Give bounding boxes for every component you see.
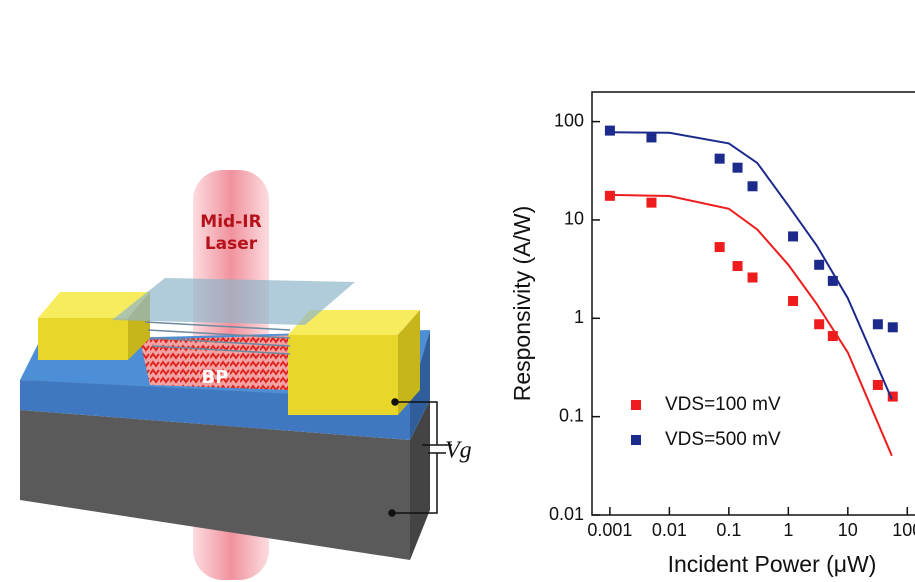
data-point <box>646 132 657 143</box>
substrate-side <box>410 400 430 560</box>
y-axis-label: Responsivity (A/W) <box>509 206 535 402</box>
top-gate-plate <box>112 278 355 325</box>
electrode-right-top <box>288 310 420 335</box>
data-point <box>747 181 758 192</box>
y-tick-label: 0.01 <box>549 504 584 524</box>
electrode-right <box>288 335 398 415</box>
legend-label: VDS=500 mV <box>665 429 781 450</box>
x-tick-label: 100 <box>892 520 915 540</box>
data-point <box>827 275 838 286</box>
x-axis-label: Incident Power (μW) <box>668 551 877 577</box>
x-tick-label: 0.001 <box>587 520 632 540</box>
y-tick-label: 10 <box>564 209 584 229</box>
channel-label: BP <box>202 367 229 388</box>
y-tick-label: 100 <box>554 110 584 130</box>
data-point <box>646 197 657 208</box>
plot-frame <box>591 91 915 516</box>
data-point <box>747 272 758 283</box>
beam-label: Laser <box>205 234 258 254</box>
data-point <box>714 153 725 164</box>
data-point <box>788 231 799 242</box>
beam-label: Mid-IR <box>200 212 261 232</box>
data-point <box>814 259 825 270</box>
x-tick-label: 1 <box>783 520 793 540</box>
data-point <box>814 319 825 330</box>
gate-label: Vg <box>445 438 472 464</box>
device-diagram: Mid-IR Laser BP Vg <box>20 170 472 580</box>
gate-circuit <box>388 398 452 517</box>
data-point <box>887 391 898 402</box>
bp-flake <box>140 335 300 390</box>
electrode-left <box>38 318 128 360</box>
chart: 1001010.10.010.0010.010.1110100Responsiv… <box>509 91 915 577</box>
data-point <box>714 242 725 253</box>
data-point <box>872 319 883 330</box>
y-tick-label: 1 <box>574 307 584 327</box>
x-tick-label: 0.01 <box>652 520 687 540</box>
fit-line <box>609 131 893 400</box>
substrate <box>20 410 410 560</box>
legend-swatch <box>631 435 641 445</box>
legend-label: VDS=100 mV <box>665 394 781 415</box>
data-point <box>604 125 615 136</box>
data-point <box>872 379 883 390</box>
electrode-left-top <box>38 292 150 318</box>
x-tick-label: 0.1 <box>716 520 741 540</box>
fit-line <box>609 193 893 457</box>
x-tick-label: 10 <box>838 520 858 540</box>
legend-swatch <box>631 400 641 410</box>
electrode-right-side <box>398 310 420 415</box>
data-point <box>732 162 743 173</box>
plate-lines <box>144 321 291 355</box>
data-point <box>788 295 799 306</box>
y-tick-label: 0.1 <box>559 405 584 425</box>
data-point <box>732 261 743 272</box>
data-point <box>887 322 898 333</box>
data-point <box>827 331 838 342</box>
